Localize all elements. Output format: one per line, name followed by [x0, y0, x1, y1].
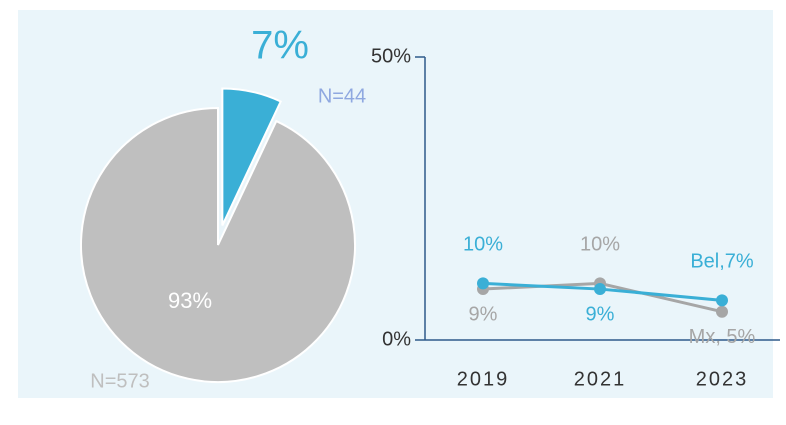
value-label: Mx, 5%	[689, 326, 756, 348]
value-label: 93%	[168, 288, 212, 313]
point	[716, 294, 728, 307]
pie-slice	[80, 106, 356, 383]
n-label: N=573	[90, 370, 150, 392]
value-label: 10%	[463, 234, 503, 256]
value-label: 7%	[251, 24, 309, 68]
point	[716, 305, 728, 318]
x-tick-label: 2023	[696, 368, 749, 390]
point	[594, 283, 606, 296]
pie-slice	[221, 87, 283, 226]
value-label: 10%	[580, 234, 620, 256]
x-tick-label: 2021	[574, 368, 627, 390]
point	[477, 277, 489, 290]
value-label: 9%	[469, 303, 498, 325]
x-tick-label: 2019	[457, 368, 510, 390]
y-tick-label: 0%	[382, 328, 411, 350]
value-label: Bel,7%	[690, 251, 754, 273]
y-tick-label: 50%	[371, 45, 411, 67]
n-label: N=44	[318, 85, 366, 107]
value-label: 9%	[586, 303, 615, 325]
